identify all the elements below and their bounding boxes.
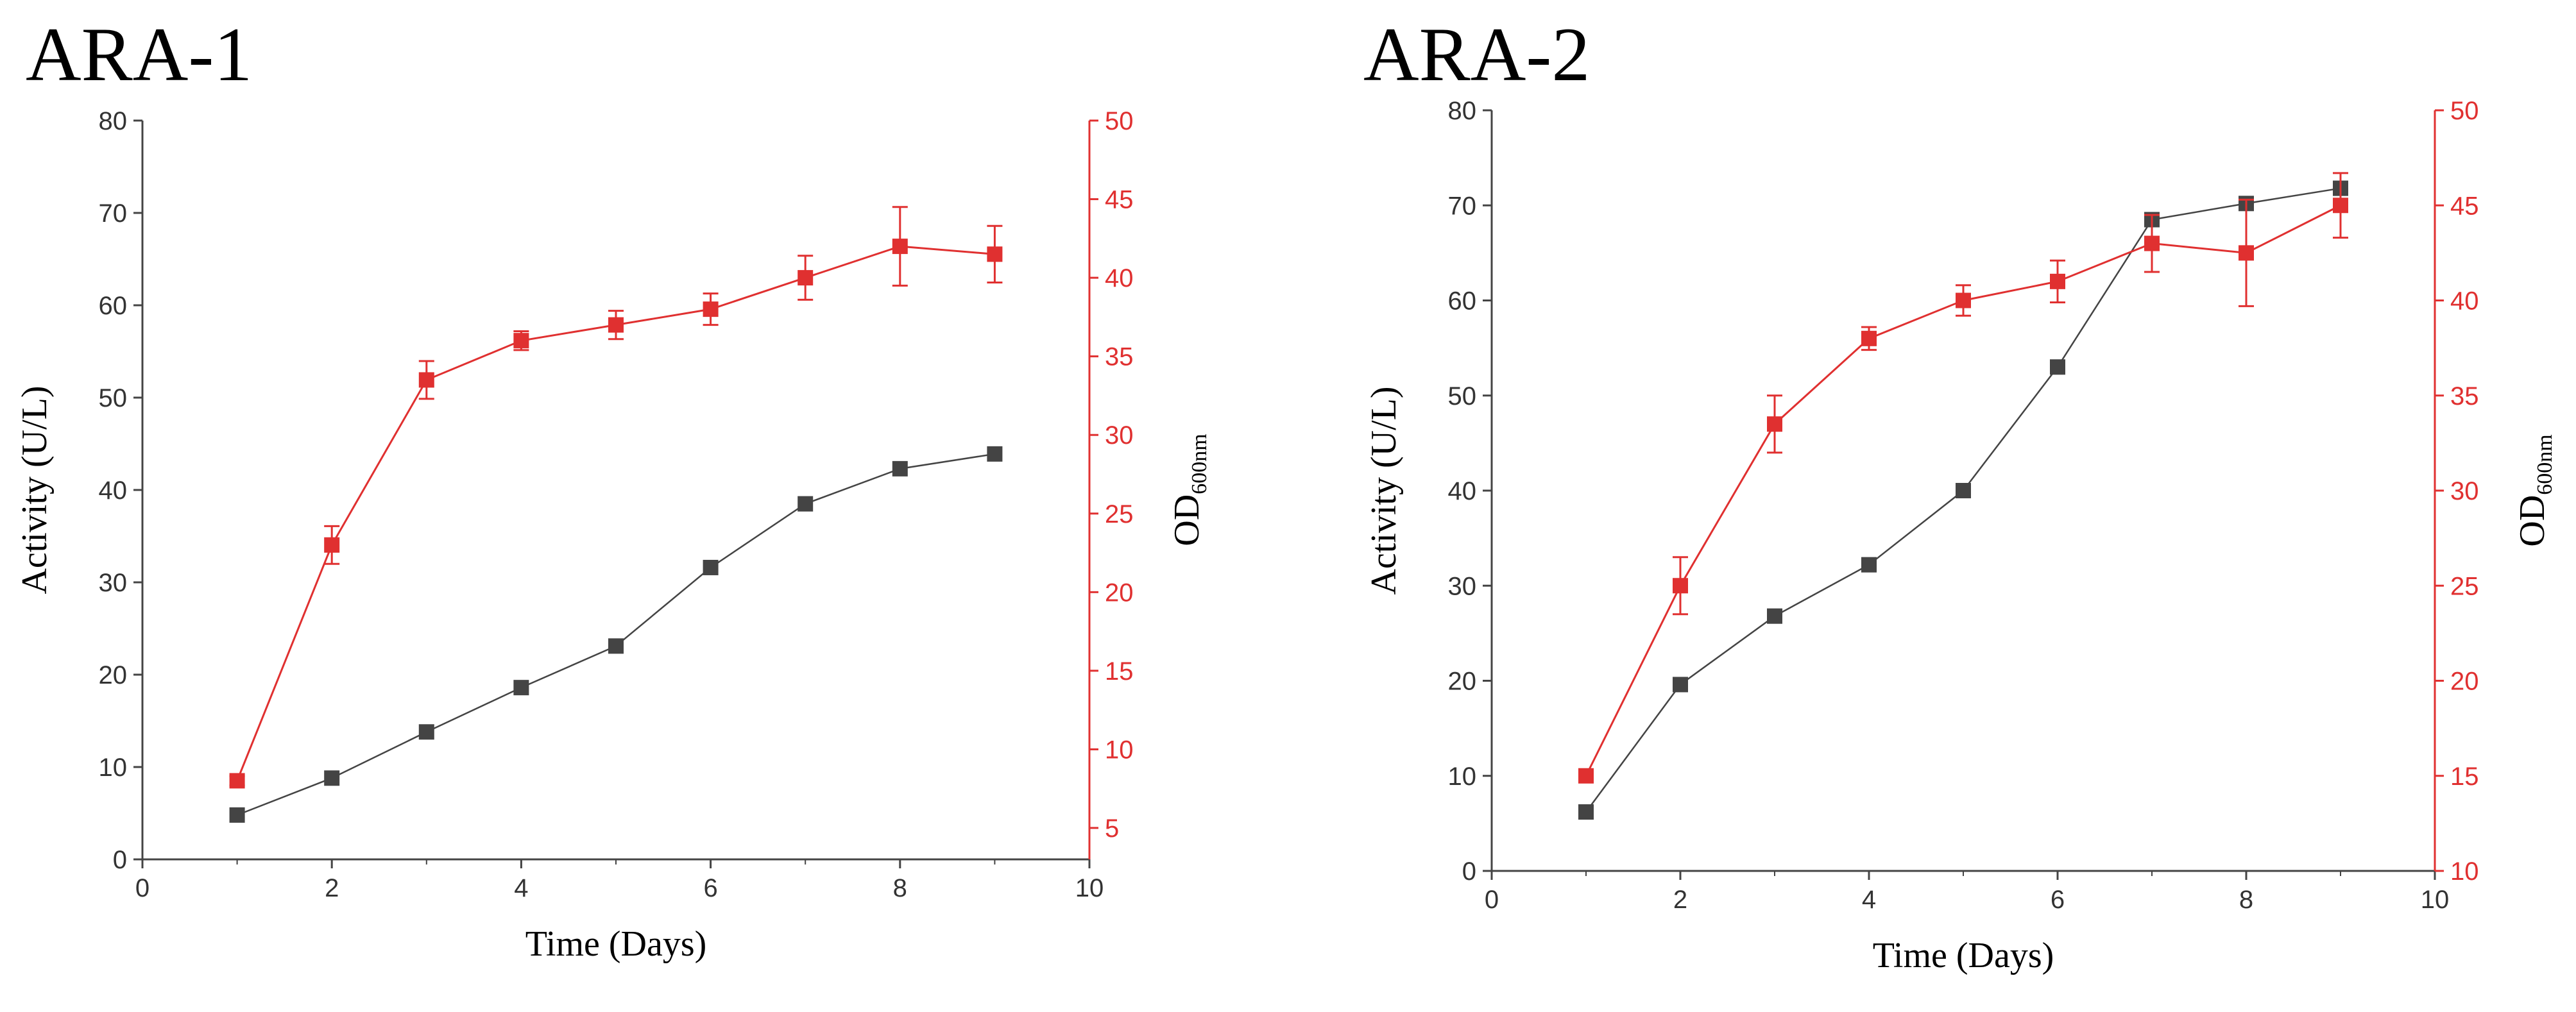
y2-tick-label: 20 [1105, 578, 1134, 607]
y2-tick-label: 35 [1105, 343, 1134, 371]
y2-tick-label: 35 [2450, 382, 2479, 410]
y-tick-label: 70 [99, 199, 128, 228]
y-tick-label: 20 [1448, 668, 1477, 696]
y2-tick-label: 25 [2450, 572, 2479, 600]
od-data-point [2050, 273, 2065, 289]
activity-data-point [1956, 483, 1971, 498]
x-tick-label: 10 [1075, 874, 1104, 902]
x-tick-label: 8 [893, 874, 907, 902]
od-data-point [608, 317, 624, 333]
od-data-point [798, 270, 814, 286]
activity-data-point [892, 460, 908, 476]
od-data-point [418, 372, 434, 388]
y2-axis-title: OD600nm [2512, 434, 2557, 546]
y2-tick-label: 45 [2450, 192, 2479, 220]
x-tick-label: 2 [1673, 886, 1687, 914]
y2-tick-label: 50 [2450, 97, 2479, 125]
y-tick-label: 80 [1448, 97, 1477, 125]
y2-axis-title-subscript: 600nm [1188, 434, 1211, 494]
y2-axis-title-subscript: 600nm [2533, 434, 2557, 494]
activity-data-point [608, 638, 624, 654]
y-tick-label: 30 [99, 569, 128, 597]
y-tick-label: 0 [113, 846, 127, 874]
x-tick-label: 8 [2239, 886, 2253, 914]
y-tick-label: 50 [1448, 382, 1477, 410]
od-data-point [513, 333, 529, 349]
y-tick-label: 40 [1448, 477, 1477, 505]
y-tick-label: 10 [1448, 763, 1477, 791]
y-tick-label: 40 [99, 476, 128, 505]
y-axis-title: Activity (U/L) [15, 385, 55, 594]
od-data-point [1861, 330, 1877, 346]
activity-series-line [1585, 187, 2341, 813]
od-data-point [2144, 235, 2160, 251]
y2-tick-label: 10 [2450, 857, 2479, 886]
y2-axis-title: OD600nm [1167, 434, 1211, 546]
activity-data-point [1673, 677, 1688, 693]
activity-data-point [418, 724, 434, 740]
y2-tick-label: 50 [1105, 107, 1134, 135]
activity-data-point [324, 770, 340, 786]
y2-tick-label: 10 [1105, 736, 1134, 764]
od-data-point [1578, 768, 1594, 784]
y2-tick-label: 5 [1105, 814, 1119, 843]
od-data-point [1767, 416, 1782, 432]
y-tick-label: 20 [99, 661, 128, 689]
y2-tick-label: 15 [1105, 657, 1134, 686]
y-tick-label: 30 [1448, 572, 1477, 600]
od-data-point [2333, 198, 2348, 214]
y2-tick-label: 15 [2450, 763, 2479, 791]
x-tick-label: 0 [1485, 886, 1499, 914]
activity-data-point [798, 496, 814, 512]
od-data-point [2239, 245, 2254, 261]
x-tick-label: 10 [2421, 886, 2450, 914]
y-tick-label: 10 [99, 754, 128, 782]
y-tick-label: 60 [1448, 287, 1477, 316]
y-tick-label: 60 [99, 292, 128, 320]
x-axis-title: Time (Days) [525, 924, 707, 964]
activity-data-point [229, 807, 245, 823]
y2-tick-label: 30 [2450, 477, 2479, 505]
y-tick-label: 70 [1448, 192, 1477, 220]
x-tick-label: 6 [703, 874, 717, 902]
x-tick-label: 6 [2051, 886, 2065, 914]
y-tick-label: 80 [99, 107, 128, 135]
x-tick-label: 0 [135, 874, 149, 902]
y2-tick-label: 30 [1105, 421, 1134, 450]
y2-tick-label: 40 [1105, 264, 1134, 292]
od-data-point [1956, 292, 1971, 308]
x-tick-label: 4 [1862, 886, 1876, 914]
y-tick-label: 0 [1462, 857, 1476, 886]
y-axis-title: Activity (U/L) [1364, 386, 1404, 595]
activity-data-point [1767, 608, 1782, 624]
x-tick-label: 4 [514, 874, 528, 902]
x-tick-label: 2 [325, 874, 339, 902]
activity-data-point [513, 680, 529, 696]
od-data-point [987, 246, 1003, 262]
y-tick-label: 50 [99, 384, 128, 412]
od-data-point [703, 301, 719, 317]
activity-data-point [2050, 359, 2065, 375]
panel-title: ARA-2 [1363, 12, 1590, 97]
od-data-point [324, 537, 340, 553]
activity-data-point [1861, 557, 1877, 573]
y2-tick-label: 40 [2450, 287, 2479, 316]
od-data-point [1673, 578, 1688, 594]
activity-data-point [1578, 804, 1594, 820]
panel-ara-1: ARA-1 0 2 4 6 8 10 0 10 20 30 40 50 60 70 80 5 10 15 20 25 3… [15, 12, 1211, 964]
activity-data-point [987, 446, 1003, 462]
od-data-point [229, 773, 245, 789]
od-data-point [892, 239, 908, 255]
activity-data-point [703, 559, 719, 575]
y2-tick-label: 45 [1105, 186, 1134, 214]
panel-ara-2: ARA-2 0 2 4 6 8 10 0 10 20 30 40 50 60 70 80 10 15 20 25 30… [1363, 12, 2557, 975]
y2-tick-label: 25 [1105, 500, 1134, 528]
y2-tick-label: 20 [2450, 668, 2479, 696]
activity-series-line [237, 453, 995, 816]
x-axis-title: Time (Days) [1873, 936, 2054, 975]
panel-title: ARA-1 [26, 12, 252, 97]
